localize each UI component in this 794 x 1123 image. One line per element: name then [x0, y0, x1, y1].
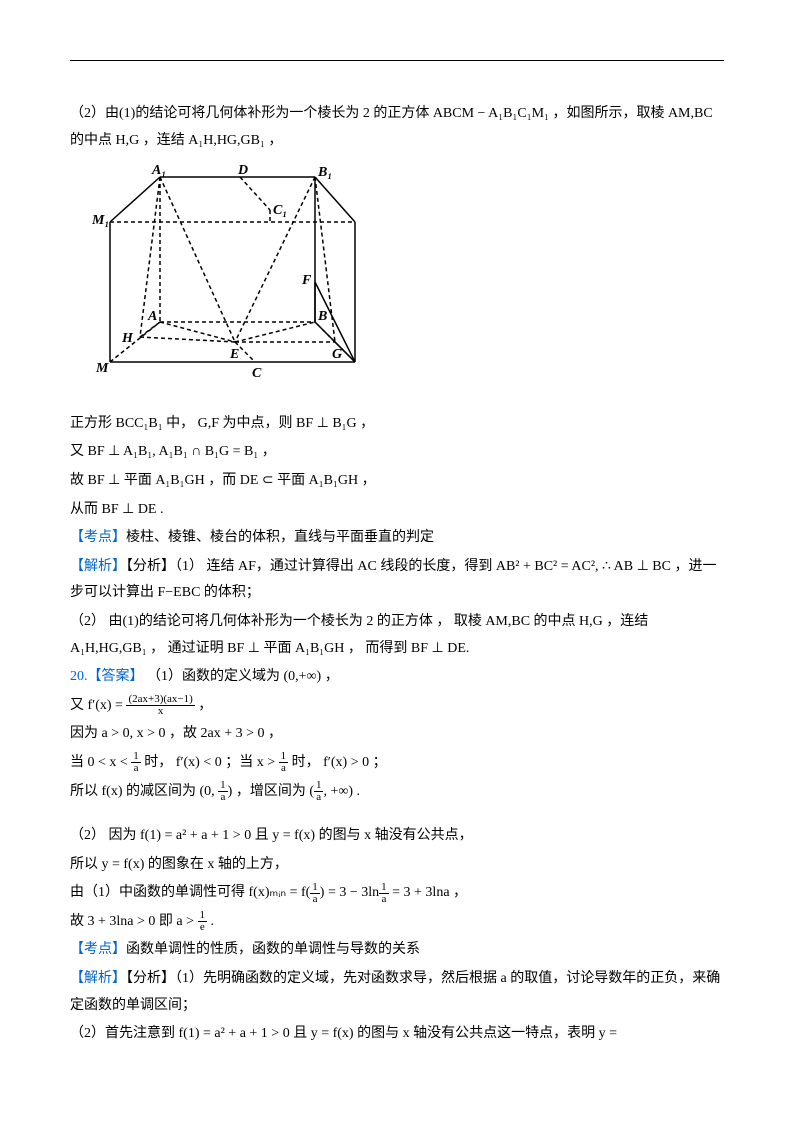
fraction: 1e: [198, 910, 208, 933]
fraction: (2ax+3)(ax−1)x: [126, 694, 194, 717]
kaodian-body: 函数单调性的性质，函数的单调性与导数的关系: [126, 942, 420, 957]
kaodian-line: 【考点】棱柱、棱锥、棱台的体积，直线与平面垂直的判定: [70, 525, 724, 552]
paragraph: 又 f′(x) = (2ax+3)(ax−1)x ，: [70, 693, 724, 720]
text: 当 0 < x <: [70, 755, 131, 770]
svg-text:A: A: [147, 309, 157, 324]
answer-body: （1）函数的定义域为 (0,+∞) ，: [144, 669, 339, 684]
svg-text:G: G: [332, 347, 342, 362]
paragraph: 故 3 + 3lna > 0 即 a > 1e .: [70, 909, 724, 936]
jiexi-label: 【解析】: [70, 559, 126, 574]
kaodian-line: 【考点】函数单调性的性质，函数的单调性与导数的关系: [70, 937, 724, 964]
answer-label: 20.【答案】: [70, 669, 144, 684]
text: 时， f′(x) > 0 ；: [288, 755, 386, 770]
jiexi-label: 【解析】: [70, 971, 126, 986]
svg-text:C: C: [252, 366, 262, 381]
paragraph: 从而 BF ⊥ DE .: [70, 497, 724, 524]
paragraph: 正方形 BCC₁B₁ 中， G,F 为中点，则 BF ⊥ B₁G ，: [70, 411, 724, 438]
paragraph: （2）首先注意到 f(1) = a² + a + 1 > 0 且 y = f(x…: [70, 1021, 724, 1048]
text: ) ，增区间为 (: [228, 784, 314, 799]
text: 故 3 + 3lna > 0 即 a >: [70, 914, 198, 929]
jiexi-line: 【解析】【分析】（1）先明确函数的定义域，先对函数求导，然后根据 a 的取值，讨…: [70, 966, 724, 1019]
text: ) = 3 − 3ln: [320, 885, 379, 900]
text: 又 f′(x) =: [70, 698, 126, 713]
paragraph: （2）由(1)的结论可将几何体补形为一个棱长为 2 的正方体 ABCM − A₁…: [70, 101, 724, 154]
svg-text:B₁: B₁: [317, 165, 332, 180]
paragraph: 由（1）中函数的单调性可得 f(x)ₘᵢₙ = f(1a) = 3 − 3ln1…: [70, 880, 724, 907]
jiexi-body: 【分析】（1） 连结 AF，通过计算得出 AC 线段的长度，得到 AB² + B…: [70, 559, 716, 601]
svg-text:E: E: [229, 347, 239, 362]
svg-text:A₁: A₁: [151, 163, 166, 178]
svg-text:M₁: M₁: [91, 213, 109, 228]
paragraph: 当 0 < x < 1a 时， f′(x) < 0 ；当 x > 1a 时， f…: [70, 750, 724, 777]
jiexi-body: 【分析】（1）先明确函数的定义域，先对函数求导，然后根据 a 的取值，讨论导数年…: [70, 971, 720, 1013]
svg-text:F: F: [301, 273, 312, 288]
cube-diagram: A₁ D B₁ M₁ C₁ A B H F M E G C: [90, 162, 724, 403]
paragraph: （2） 由(1)的结论可将几何体补形为一个棱长为 2 的正方体 ， 取棱 AM,…: [70, 609, 724, 662]
paragraph: （2） 因为 f(1) = a² + a + 1 > 0 且 y = f(x) …: [70, 823, 724, 850]
fraction: 1a: [379, 882, 389, 905]
paragraph: 因为 a > 0, x > 0 ，故 2ax + 3 > 0 ，: [70, 721, 724, 748]
text: 由（1）中函数的单调性可得 f(x)ₘᵢₙ = f(: [70, 885, 310, 900]
header-line: [70, 60, 724, 61]
text: 所以 f(x) 的减区间为 (0,: [70, 784, 218, 799]
fraction: 1a: [131, 751, 141, 774]
text: .: [207, 914, 214, 929]
text: = 3 + 3lna ，: [389, 885, 467, 900]
paragraph: 又 BF ⊥ A₁B₁, A₁B₁ ∩ B₁G = B₁ ，: [70, 439, 724, 466]
svg-text:C₁: C₁: [273, 203, 287, 218]
text: , +∞) .: [323, 784, 360, 799]
text: 时， f′(x) < 0 ；当 x >: [141, 755, 279, 770]
kaodian-body: 棱柱、棱锥、棱台的体积，直线与平面垂直的判定: [126, 530, 434, 545]
kaodian-label: 【考点】: [70, 942, 126, 957]
paragraph: 所以 y = f(x) 的图象在 x 轴的上方，: [70, 852, 724, 879]
svg-text:M: M: [95, 361, 109, 376]
text: ，: [195, 698, 213, 713]
fraction: 1a: [310, 882, 320, 905]
paragraph: 所以 f(x) 的减区间为 (0, 1a) ，增区间为 (1a, +∞) .: [70, 779, 724, 806]
fraction: 1a: [279, 751, 289, 774]
svg-text:D: D: [237, 163, 248, 178]
fraction: 1a: [218, 780, 228, 803]
svg-text:B: B: [317, 309, 327, 324]
svg-text:H: H: [121, 331, 134, 346]
kaodian-label: 【考点】: [70, 530, 126, 545]
jiexi-line: 【解析】【分析】（1） 连结 AF，通过计算得出 AC 线段的长度，得到 AB²…: [70, 554, 724, 607]
paragraph: 故 BF ⊥ 平面 A₁B₁GH ，而 DE ⊂ 平面 A₁B₁GH ，: [70, 468, 724, 495]
answer-line: 20.【答案】 （1）函数的定义域为 (0,+∞) ，: [70, 664, 724, 691]
